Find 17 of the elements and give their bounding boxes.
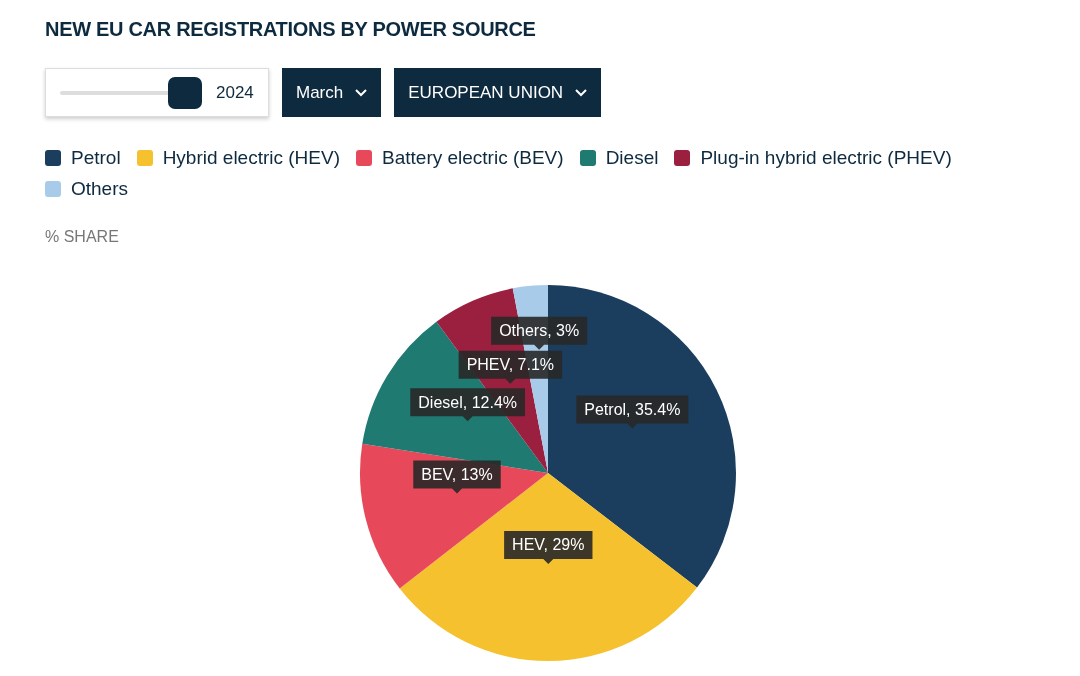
data-label: Others, 3% [499,322,580,340]
data-label: PHEV, 7.1% [466,356,555,374]
text: EUROPEAN UNION [408,82,564,103]
legend-label: Diesel [605,147,659,169]
legend-label: Petrol [71,147,121,169]
legend-label: Plug-in hybrid electric (PHEV) [700,147,952,169]
text: % SHARE [45,228,119,246]
chart-title: NEW EU CAR REGISTRATIONS BY POWER SOURCE [45,18,536,41]
data-label: Petrol, 35.4% [584,400,681,418]
text: March [296,82,344,103]
data-label: HEV, 29% [512,536,585,554]
data-label: BEV, 13% [421,465,493,483]
legend-label: Hybrid electric (HEV) [162,147,341,169]
data-label: Diesel, 12.4% [418,393,518,411]
legend-label: Battery electric (BEV) [382,147,564,169]
text: 2024 [216,83,254,103]
legend-label: Others [71,178,129,200]
